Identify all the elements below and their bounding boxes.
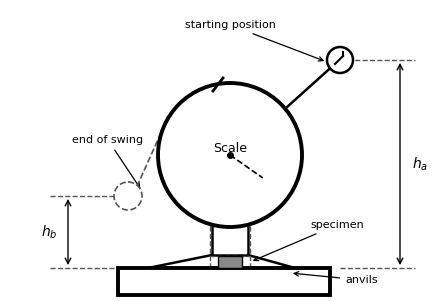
Bar: [118, 268, 330, 295]
Circle shape: [114, 182, 142, 210]
Text: $h_b$: $h_b$: [41, 223, 58, 241]
Text: starting position: starting position: [185, 20, 323, 61]
Circle shape: [327, 47, 353, 73]
Bar: [218, 256, 242, 268]
Text: anvils: anvils: [294, 272, 378, 285]
Text: specimen: specimen: [254, 220, 364, 261]
Circle shape: [158, 83, 302, 227]
Text: Scale: Scale: [213, 141, 247, 154]
Text: end of swing: end of swing: [72, 135, 144, 188]
Text: $h_a$: $h_a$: [412, 155, 428, 173]
